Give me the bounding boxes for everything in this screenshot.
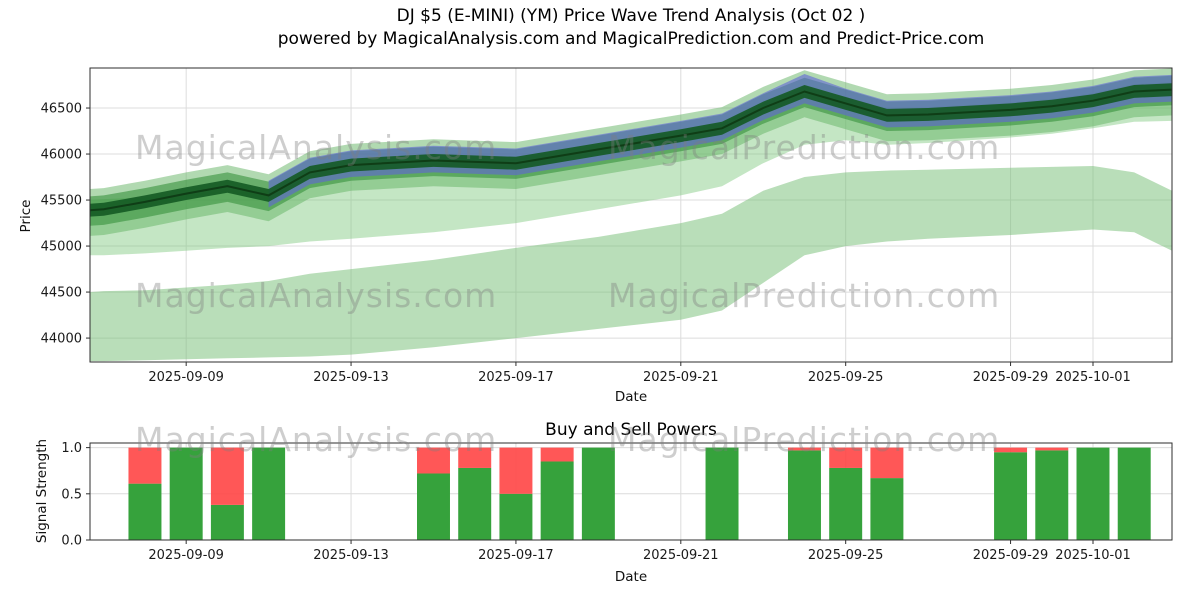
x-tick-label: 2025-09-09 — [148, 548, 224, 563]
sell-bar — [994, 447, 1028, 453]
band-outer-lower-band — [90, 166, 1172, 362]
y-tick-label: 1.0 — [61, 441, 82, 456]
plot-border — [89, 67, 1173, 363]
sell-bar — [787, 447, 821, 451]
buy-bar — [169, 447, 203, 540]
y-tick-label: 46000 — [41, 148, 82, 163]
buy-bar — [499, 493, 533, 540]
sell-bar — [128, 447, 162, 484]
y-tick-label: 0.5 — [61, 487, 82, 502]
x-tick-label: 2025-09-25 — [808, 548, 884, 563]
sell-bar — [540, 447, 574, 462]
x-tick-label: 2025-09-17 — [478, 548, 554, 563]
sell-bar — [1035, 447, 1069, 451]
x-tick-label: 2025-09-13 — [313, 548, 389, 563]
trend-line — [89, 88, 1173, 212]
sell-bar — [499, 447, 533, 494]
x-tick-label: 2025-09-21 — [643, 548, 719, 563]
y-tick-label: 45000 — [41, 240, 82, 255]
buy-bar — [787, 450, 821, 540]
y-tick-label: 46500 — [41, 102, 82, 117]
signal-x-axis-label: Date — [614, 569, 648, 585]
x-tick-label: 2025-09-09 — [148, 370, 224, 385]
price-chart: 44000 44500 45000 45500 46000 46500 2025-09-09… — [41, 67, 1173, 385]
price-x-axis-label: Date — [614, 389, 648, 405]
plot-border — [89, 442, 1173, 541]
band-inner-dark-band — [90, 83, 1172, 217]
buy-bar — [540, 461, 574, 540]
buy-bar — [870, 478, 904, 540]
x-tick-label: 2025-09-17 — [478, 370, 554, 385]
sell-bar — [870, 447, 904, 479]
x-tick-label: 2025-10-01 — [1055, 370, 1131, 385]
x-tick-label: 2025-09-29 — [973, 548, 1049, 563]
signal-strength-chart: 0.0 0.5 1.0 2025-09-09 2025-09-13 2025-09-17 2… — [61, 441, 1173, 563]
chart-subtitle: powered by MagicalAnalysis.com and Magic… — [277, 29, 985, 49]
buy-bar — [128, 483, 162, 540]
sell-bar — [210, 447, 244, 505]
buy-bar — [994, 452, 1028, 540]
buy-bar — [210, 504, 244, 540]
buy-bar — [1035, 450, 1069, 540]
y-tick-label: 44000 — [41, 332, 82, 347]
buy-bar — [458, 467, 492, 540]
signal-chart-title: Buy and Sell Powers — [545, 420, 717, 440]
buy-bar — [581, 447, 615, 540]
x-tick-label: 2025-09-13 — [313, 370, 389, 385]
x-tick-label: 2025-09-21 — [643, 370, 719, 385]
buy-bar — [705, 447, 739, 540]
buy-bar — [1076, 447, 1110, 540]
sell-bar — [829, 447, 863, 468]
buy-bar — [1117, 447, 1151, 540]
buy-bar — [417, 473, 450, 540]
x-tick-label: 2025-09-29 — [973, 370, 1049, 385]
sell-bar — [417, 447, 450, 474]
sell-bar — [458, 447, 492, 468]
buy-bar — [829, 467, 863, 540]
y-tick-label: 0.0 — [61, 534, 82, 549]
y-tick-label: 44500 — [41, 286, 82, 301]
x-tick-label: 2025-09-25 — [808, 370, 884, 385]
x-tick-label: 2025-10-01 — [1055, 548, 1131, 563]
buy-bar — [252, 447, 286, 540]
y-tick-label: 45500 — [41, 194, 82, 209]
chart-title: DJ $5 (E-MINI) (YM) Price Wave Trend Ana… — [396, 6, 866, 26]
